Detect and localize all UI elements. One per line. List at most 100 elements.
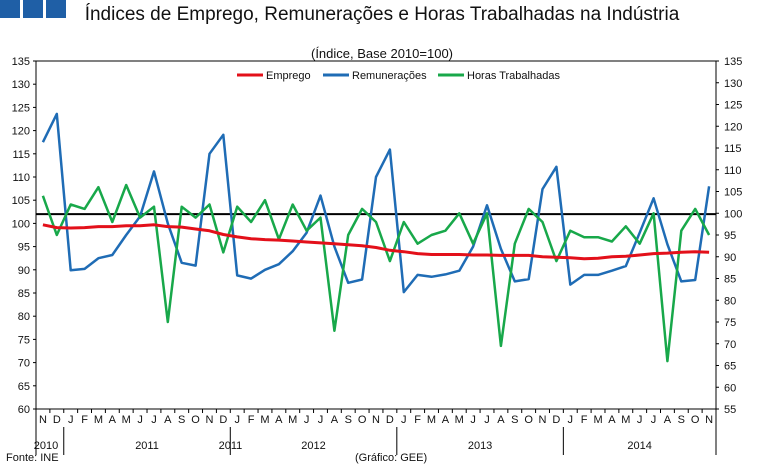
x-month-label: J bbox=[68, 414, 74, 426]
year-label: 2014 bbox=[627, 440, 651, 452]
legend-label: Horas Trabalhadas bbox=[467, 70, 560, 82]
x-month-label: M bbox=[427, 414, 436, 426]
y-right-tick-label: 70 bbox=[724, 339, 736, 351]
y-left-tick-label: 65 bbox=[18, 381, 30, 393]
legend-label: Emprego bbox=[266, 70, 311, 82]
y-right-tick-label: 75 bbox=[724, 317, 736, 329]
x-month-label: S bbox=[345, 414, 352, 426]
x-month-label: N bbox=[205, 414, 213, 426]
y-right-tick-label: 90 bbox=[724, 252, 736, 264]
y-left-tick-label: 120 bbox=[12, 126, 30, 138]
x-month-label: J bbox=[318, 414, 324, 426]
x-month-label: N bbox=[372, 414, 380, 426]
x-month-label: F bbox=[81, 414, 88, 426]
x-month-label: S bbox=[178, 414, 185, 426]
x-month-label: A bbox=[109, 414, 117, 426]
x-month-label: O bbox=[524, 414, 533, 426]
chart-subtitle: (Índice, Base 2010=100) bbox=[310, 46, 454, 61]
year-label: 2013 bbox=[468, 440, 492, 452]
y-right-tick-label: 105 bbox=[724, 187, 742, 199]
x-month-label: J bbox=[151, 414, 157, 426]
x-month-label: M bbox=[94, 414, 103, 426]
x-month-label: N bbox=[705, 414, 713, 426]
y-left-tick-label: 80 bbox=[18, 311, 30, 323]
y-left-tick-label: 115 bbox=[12, 149, 30, 161]
year-label: 2011 bbox=[219, 440, 243, 452]
legend-label: Remunerações bbox=[352, 70, 427, 82]
y-left-tick-label: 70 bbox=[18, 358, 30, 370]
x-month-label: M bbox=[593, 414, 602, 426]
y-right-tick-label: 85 bbox=[724, 274, 736, 286]
x-month-label: O bbox=[191, 414, 200, 426]
y-left-tick-label: 75 bbox=[18, 334, 30, 346]
x-month-label: J bbox=[137, 414, 143, 426]
x-month-label: D bbox=[53, 414, 61, 426]
series-line-emprego bbox=[42, 223, 710, 261]
x-month-label: M bbox=[122, 414, 131, 426]
plot-frame bbox=[35, 60, 717, 410]
x-month-label: J bbox=[651, 414, 657, 426]
y-left-tick-label: 95 bbox=[18, 242, 30, 254]
x-month-label: A bbox=[331, 414, 339, 426]
y-right-tick-label: 135 bbox=[724, 56, 742, 68]
y-left-tick-label: 60 bbox=[18, 404, 30, 416]
x-month-label: S bbox=[511, 414, 518, 426]
y-left-tick-label: 90 bbox=[18, 265, 30, 277]
x-month-label: M bbox=[288, 414, 297, 426]
x-month-label: J bbox=[470, 414, 476, 426]
y-right-tick-label: 100 bbox=[724, 208, 742, 220]
y-right-tick-label: 95 bbox=[724, 230, 736, 242]
year-label: 2010 bbox=[34, 440, 58, 452]
chart-title: Índices de Emprego, Remunerações e Horas… bbox=[84, 4, 680, 25]
y-right-tick-label: 110 bbox=[724, 165, 742, 177]
x-month-label: A bbox=[275, 414, 283, 426]
x-month-label: J bbox=[637, 414, 643, 426]
y-right-tick-label: 55 bbox=[724, 404, 736, 416]
x-month-label: D bbox=[552, 414, 560, 426]
x-month-label: A bbox=[442, 414, 450, 426]
y-right-tick-label: 125 bbox=[724, 100, 742, 112]
y-right-tick-label: 65 bbox=[724, 361, 736, 373]
year-label: 2012 bbox=[301, 440, 325, 452]
x-month-label: M bbox=[621, 414, 630, 426]
series-line-horas-trabalhadas bbox=[41, 183, 711, 363]
x-month-label: A bbox=[664, 414, 672, 426]
x-month-label: M bbox=[260, 414, 269, 426]
x-month-label: D bbox=[219, 414, 227, 426]
y-left-tick-label: 100 bbox=[12, 218, 30, 230]
source-note: Fonte: INE bbox=[6, 452, 59, 464]
x-month-label: A bbox=[608, 414, 616, 426]
x-month-label: J bbox=[484, 414, 490, 426]
y-left-tick-label: 130 bbox=[12, 79, 30, 91]
y-right-tick-label: 130 bbox=[724, 78, 742, 90]
y-left-tick-label: 105 bbox=[12, 195, 30, 207]
y-left-tick-label: 125 bbox=[12, 102, 30, 114]
series-line-remunera-es bbox=[41, 112, 711, 294]
year-label: 2011 bbox=[135, 440, 159, 452]
x-month-label: F bbox=[581, 414, 588, 426]
y-right-tick-label: 120 bbox=[724, 121, 742, 133]
y-right-tick-label: 60 bbox=[724, 382, 736, 394]
x-month-label: J bbox=[401, 414, 407, 426]
x-month-label: M bbox=[455, 414, 464, 426]
x-month-label: N bbox=[539, 414, 547, 426]
y-right-tick-label: 80 bbox=[724, 295, 736, 307]
y-left-tick-label: 135 bbox=[12, 56, 30, 68]
x-month-label: J bbox=[234, 414, 240, 426]
x-month-label: O bbox=[358, 414, 367, 426]
x-month-label: O bbox=[691, 414, 700, 426]
x-month-label: J bbox=[568, 414, 574, 426]
y-right-tick-label: 115 bbox=[724, 143, 742, 155]
x-month-label: F bbox=[414, 414, 421, 426]
ine-logo-icon bbox=[0, 0, 66, 18]
y-left-tick-label: 110 bbox=[12, 172, 30, 184]
x-month-label: F bbox=[248, 414, 255, 426]
x-month-label: N bbox=[39, 414, 47, 426]
credit-note: (Gráfico: GEE) bbox=[355, 452, 428, 464]
x-month-label: D bbox=[386, 414, 394, 426]
x-month-label: S bbox=[678, 414, 685, 426]
x-month-label: A bbox=[164, 414, 172, 426]
y-left-tick-label: 85 bbox=[18, 288, 30, 300]
x-month-label: A bbox=[497, 414, 505, 426]
